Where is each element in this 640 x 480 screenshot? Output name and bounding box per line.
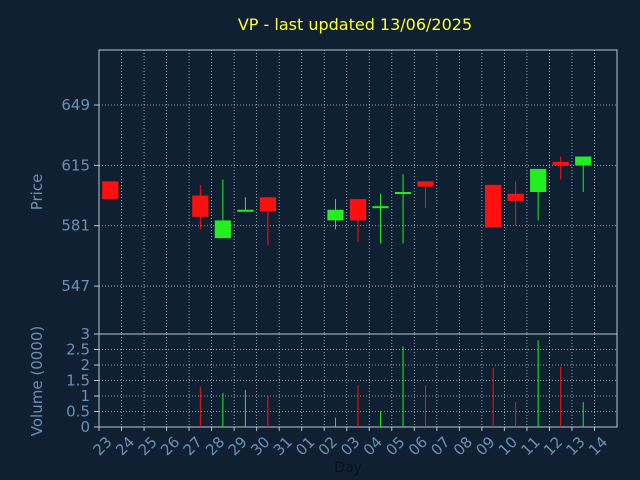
candle-body [394,192,412,194]
price-tick-label: 615 [61,156,90,174]
price-tick-label: 547 [61,277,90,295]
x-axis-label: Day [334,460,362,476]
volume-tick-label: 1 [80,387,90,405]
candle-body [214,220,231,239]
candle-body [372,206,389,209]
candle-body [552,161,569,166]
price-tick-label: 649 [61,96,90,114]
candle-body [507,193,524,201]
price-tick-label: 581 [61,217,90,235]
volume-tick-label: 2.5 [66,341,90,359]
volume-tick-label: 0 [80,418,90,436]
volume-tick-label: 0.5 [66,403,90,421]
x-tick-label: 14 [585,433,611,459]
candle-body [485,184,502,228]
price-axis-label: Price [28,174,46,211]
volume-tick-label: 2 [80,356,90,374]
candle-body [349,199,367,221]
candle-body [417,181,434,187]
volume-axis-label: Volume (0000) [28,326,46,436]
volume-tick-label: 3 [80,325,90,343]
volume-tick-label: 1.5 [66,372,90,390]
candle-body [575,156,592,166]
chart-title: VP - last updated 13/06/2025 [238,15,472,34]
candle-body [327,209,344,221]
candle-body [530,168,547,192]
candle-body [192,195,209,217]
candle-body [102,181,119,200]
candle-body [259,197,277,212]
candle-body [237,209,254,212]
